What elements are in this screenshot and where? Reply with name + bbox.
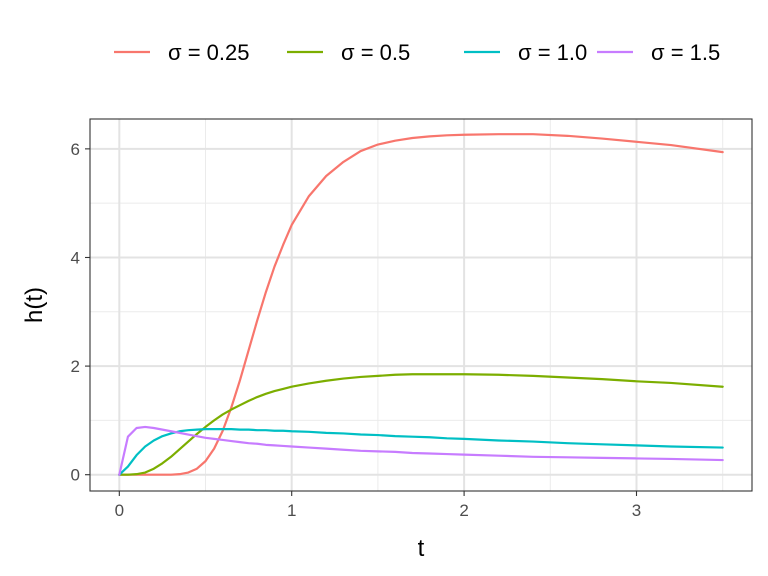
series-lines [118, 133, 724, 476]
minor-gridlines [90, 119, 752, 491]
x-tick-label: 2 [459, 501, 468, 520]
x-axis: 0 1 2 3 [115, 491, 641, 520]
y-tick-label: 0 [71, 466, 80, 485]
series-line-4 [118, 425, 724, 476]
panel-border [89, 118, 753, 492]
x-tick-label: 1 [287, 501, 296, 520]
major-gridlines [90, 119, 752, 491]
y-axis: 0 2 4 6 [71, 140, 90, 485]
series-line-3 [118, 427, 724, 476]
legend-label-3: σ = 1.0 [518, 40, 587, 65]
y-axis-title: h(t) [21, 287, 48, 323]
series-line-1 [118, 133, 724, 476]
x-tick-label: 0 [115, 501, 124, 520]
x-axis-title: t [418, 535, 425, 562]
legend-label-1: σ = 0.25 [168, 40, 249, 65]
x-tick-label: 3 [632, 501, 641, 520]
legend-label-2: σ = 0.5 [341, 40, 410, 65]
legend: σ = 0.25 σ = 0.5 σ = 1.0 σ = 1.5 [114, 40, 720, 65]
legend-label-4: σ = 1.5 [651, 40, 720, 65]
plot-panel [89, 118, 753, 492]
y-tick-label: 2 [71, 357, 80, 376]
y-tick-label: 4 [71, 248, 80, 267]
series-line-2 [118, 373, 724, 476]
y-tick-label: 6 [71, 140, 80, 159]
